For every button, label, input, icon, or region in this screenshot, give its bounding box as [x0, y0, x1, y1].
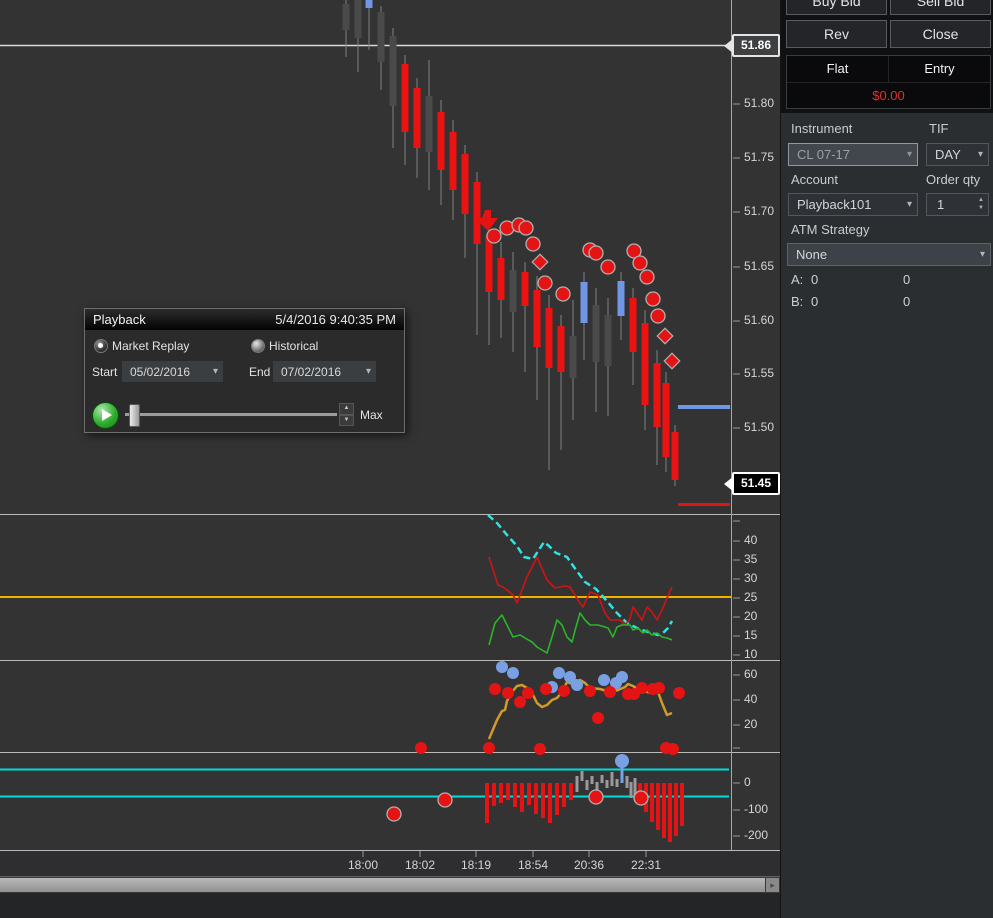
spinner-up-icon[interactable]: ▲ — [339, 403, 354, 415]
account-label: Account — [791, 172, 838, 187]
a-value-1: 0 — [811, 272, 819, 287]
instrument-dropdown[interactable]: CL 07-17 ▾ — [788, 143, 918, 166]
account-value: Playback101 — [797, 197, 872, 212]
chevron-down-icon: ▾ — [365, 366, 371, 377]
last-price-value: 51.45 — [740, 476, 772, 490]
end-date-value: 07/02/2016 — [281, 364, 342, 379]
b-value-1: 0 — [811, 294, 819, 309]
atm-row-a: A: 0 0 — [791, 272, 910, 287]
quantity-stepper[interactable]: 1 ▲ ▼ — [926, 193, 989, 216]
spinner-down-icon[interactable]: ▼ — [339, 414, 354, 426]
order-entry-panel: Buy Bid Sell Bid Rev Close Flat Entry $0… — [780, 0, 993, 918]
market-replay-label: Market Replay — [112, 339, 190, 353]
atm-strategy-value: None — [796, 247, 828, 262]
playback-titlebar[interactable]: Playback 5/4/2016 9:40:35 PM — [85, 309, 404, 330]
sell-bid-button[interactable]: Sell Bid — [890, 0, 991, 15]
scrollbar-right-arrow-icon[interactable]: ▸ — [766, 878, 779, 892]
atm-strategy-dropdown[interactable]: None ▾ — [787, 243, 991, 266]
instrument-value: CL 07-17 — [797, 147, 850, 162]
quantity-value: 1 — [937, 197, 945, 212]
horizontal-scrollbar[interactable]: ▸ — [0, 876, 780, 893]
atm-strategy-label: ATM Strategy — [791, 222, 870, 237]
atm-row-b: B: 0 0 — [791, 294, 910, 309]
chevron-down-icon: ▾ — [977, 149, 983, 160]
bottom-strip — [0, 893, 780, 918]
chart-region: 51.9051.8051.7551.7051.6551.6051.5551.50… — [0, 0, 780, 918]
end-label: End — [249, 365, 271, 379]
chevron-down-icon: ▾ — [906, 199, 912, 210]
play-button[interactable] — [92, 402, 119, 429]
chevron-down-icon: ▾ — [906, 149, 912, 160]
start-label: Start — [92, 365, 118, 379]
a-value-2: 0 — [903, 272, 911, 287]
chart-plot[interactable] — [0, 0, 780, 875]
start-date-dropdown[interactable]: 05/02/2016 ▾ — [122, 361, 223, 382]
spinner-down-icon[interactable]: ▼ — [978, 205, 984, 211]
scrollbar-thumb[interactable] — [0, 878, 765, 892]
account-dropdown[interactable]: Playback101 ▾ — [788, 193, 918, 216]
chevron-down-icon: ▾ — [212, 366, 218, 377]
close-position-button[interactable]: Close — [890, 20, 991, 48]
spinner-up-icon[interactable]: ▲ — [978, 197, 984, 203]
speed-spinner[interactable]: ▲ ▼ — [339, 403, 354, 426]
historical-label: Historical — [269, 339, 319, 353]
instrument-label: Instrument — [791, 121, 853, 136]
speed-slider-track[interactable] — [125, 413, 337, 417]
playback-title: Playback — [93, 312, 146, 327]
chevron-down-icon: ▾ — [979, 249, 985, 260]
start-date-value: 05/02/2016 — [130, 364, 191, 379]
max-speed-label: Max — [360, 408, 383, 422]
b-value-2: 0 — [903, 294, 911, 309]
end-date-dropdown[interactable]: 07/02/2016 ▾ — [273, 361, 376, 382]
current-price-value: 51.86 — [740, 38, 772, 52]
tif-value: DAY — [935, 147, 961, 162]
historical-radio[interactable] — [251, 339, 265, 353]
entry-button[interactable]: Entry — [924, 61, 955, 76]
tif-dropdown[interactable]: DAY ▾ — [926, 143, 989, 166]
reverse-button[interactable]: Rev — [786, 20, 887, 48]
a-label: A: — [791, 272, 804, 287]
order-qty-label: Order qty — [926, 172, 981, 187]
buy-bid-button[interactable]: Buy Bid — [786, 0, 887, 15]
price-marker-badge: 51.86 — [732, 34, 780, 57]
b-label: B: — [791, 294, 804, 309]
market-replay-radio[interactable] — [94, 339, 108, 353]
playback-dialog: Playback 5/4/2016 9:40:35 PM Market Repl… — [84, 308, 405, 433]
flat-button[interactable]: Flat — [787, 56, 889, 82]
playback-timestamp: 5/4/2016 9:40:35 PM — [275, 312, 396, 327]
last-price-badge: 51.45 — [732, 472, 780, 495]
position-display: Flat Entry $0.00 — [786, 55, 991, 109]
speed-slider-handle[interactable] — [129, 404, 140, 427]
tif-label: TIF — [929, 121, 949, 136]
time-axis-strip — [0, 850, 780, 876]
pnl-display: $0.00 — [872, 88, 905, 103]
